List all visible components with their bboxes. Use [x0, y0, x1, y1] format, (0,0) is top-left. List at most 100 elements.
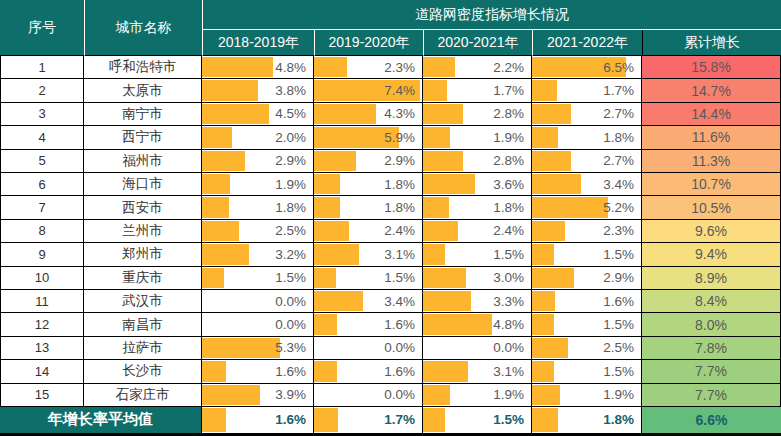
growth-value: 1.5%: [275, 270, 313, 285]
growth-value: 2.9%: [275, 153, 313, 168]
cumulative-value: 7.7%: [695, 387, 727, 403]
growth-value-cell-2020-2021年: 2.4%: [423, 220, 532, 243]
growth-value: 2.2%: [493, 60, 531, 75]
data-bar: [314, 408, 338, 432]
cumulative-value: 8.9%: [695, 270, 727, 286]
growth-value: 3.8%: [275, 83, 313, 98]
growth-value-cell-2021-2022年: 6.5%: [532, 56, 642, 79]
row-index: 15: [35, 387, 49, 402]
growth-value-cell-2019-2020年: 2.3%: [314, 56, 423, 79]
growth-value-cell-2020-2021年: 3.0%: [423, 267, 532, 290]
row-index-cell: 13: [0, 337, 84, 360]
city-name: 石家庄市: [116, 386, 170, 404]
growth-value: 4.5%: [275, 106, 313, 121]
growth-value-cell-2020-2021年: 4.8%: [423, 313, 532, 336]
growth-value-cell-2021-2022年: 1.8%: [532, 126, 642, 149]
city-name-cell: 西宁市: [84, 126, 202, 149]
data-bar: [532, 197, 608, 217]
data-bar: [532, 361, 554, 381]
growth-value-cell-2020-2021年: 1.9%: [423, 126, 532, 149]
city-name: 重庆市: [122, 269, 163, 287]
growth-value-cell-2018-2019年: 3.2%: [202, 243, 314, 266]
growth-value-cell-2020-2021年: 0.0%: [423, 337, 532, 360]
growth-value: 6.5%: [603, 60, 641, 75]
growth-value: 2.3%: [384, 60, 422, 75]
growth-value-cell-2019-2020年: 3.4%: [314, 290, 423, 313]
cumulative-growth-cell: 10.7%: [642, 173, 781, 196]
growth-value-cell-2020-2021年: 3.3%: [423, 290, 532, 313]
data-bar: [423, 197, 449, 217]
row-index-cell: 4: [0, 126, 84, 149]
growth-value: 3.4%: [603, 177, 641, 192]
growth-value-cell-2020-2021年: 2.8%: [423, 103, 532, 126]
growth-value: 3.4%: [384, 294, 422, 309]
data-bar: [423, 174, 475, 194]
growth-value: 2.8%: [493, 106, 531, 121]
data-bar: [314, 291, 363, 311]
data-bar: [532, 80, 557, 100]
growth-value: 0.0%: [275, 294, 313, 309]
row-index: 4: [38, 130, 45, 145]
data-bar: [202, 197, 229, 217]
city-name-cell: 福州市: [84, 150, 202, 173]
row-index: 7: [38, 200, 45, 215]
row-index: 2: [38, 83, 45, 98]
footer-value: 1.7%: [384, 412, 422, 427]
growth-value: 4.8%: [493, 317, 531, 332]
growth-value: 5.2%: [603, 200, 641, 215]
city-name-cell: 南宁市: [84, 103, 202, 126]
footer-average-label: 年增长率平均值: [0, 407, 202, 433]
data-bar: [532, 221, 565, 241]
city-name-cell: 石家庄市: [84, 384, 202, 407]
cumulative-growth-cell: 8.4%: [642, 290, 781, 313]
row-index-cell: 11: [0, 290, 84, 313]
cumulative-growth-cell: 15.8%: [642, 56, 781, 79]
footer-value: 1.8%: [603, 412, 641, 427]
growth-value-cell-2019-2020年: 2.4%: [314, 220, 423, 243]
growth-value: 1.6%: [275, 364, 313, 379]
city-name: 郑州市: [122, 245, 163, 263]
data-bar: [314, 268, 336, 288]
growth-value: 2.5%: [603, 340, 641, 355]
growth-value: 4.8%: [275, 60, 313, 75]
city-name-cell: 拉萨市: [84, 337, 202, 360]
cumulative-value: 8.0%: [695, 317, 727, 333]
growth-table: 序号 城市名称 道路网密度指标增长情况 2018-2019年 2019-2020…: [0, 0, 781, 436]
growth-value-cell-2018-2019年: 0.0%: [202, 313, 314, 336]
row-index-cell: 10: [0, 267, 84, 290]
growth-value-cell-2018-2019年: 4.5%: [202, 103, 314, 126]
cumulative-growth-cell: 10.5%: [642, 196, 781, 219]
row-index-cell: 5: [0, 150, 84, 173]
city-name-cell: 兰州市: [84, 220, 202, 243]
growth-value: 2.4%: [493, 223, 531, 238]
growth-value-cell-2018-2019年: 3.9%: [202, 384, 314, 407]
footer-value-cell: 1.5%: [423, 407, 532, 433]
data-bar: [532, 244, 554, 264]
growth-value-cell-2021-2022年: 1.5%: [532, 313, 642, 336]
growth-value-cell-2020-2021年: 1.7%: [423, 79, 532, 102]
growth-value: 7.4%: [384, 83, 422, 98]
row-index-cell: 14: [0, 360, 84, 383]
growth-value: 1.8%: [493, 200, 531, 215]
growth-value: 0.0%: [384, 387, 422, 402]
data-bar: [532, 174, 581, 194]
growth-value: 2.8%: [493, 153, 531, 168]
growth-value-cell-2020-2021年: 1.8%: [423, 196, 532, 219]
row-index-cell: 8: [0, 220, 84, 243]
data-bar: [532, 291, 555, 311]
growth-value-cell-2019-2020年: 1.8%: [314, 173, 423, 196]
data-bar: [314, 174, 340, 194]
footer-value-cell: 1.8%: [532, 407, 642, 433]
growth-value-cell-2021-2022年: 5.2%: [532, 196, 642, 219]
data-bar: [314, 104, 376, 124]
growth-value: 1.5%: [603, 247, 641, 262]
cumulative-growth-cell: 14.4%: [642, 103, 781, 126]
city-name: 海口市: [122, 175, 163, 193]
data-bar: [423, 314, 492, 334]
data-bar: [532, 268, 574, 288]
city-name: 南宁市: [122, 105, 163, 123]
growth-value: 5.9%: [384, 130, 422, 145]
growth-value: 1.7%: [603, 83, 641, 98]
row-index: 9: [38, 247, 45, 262]
data-bar: [423, 221, 458, 241]
